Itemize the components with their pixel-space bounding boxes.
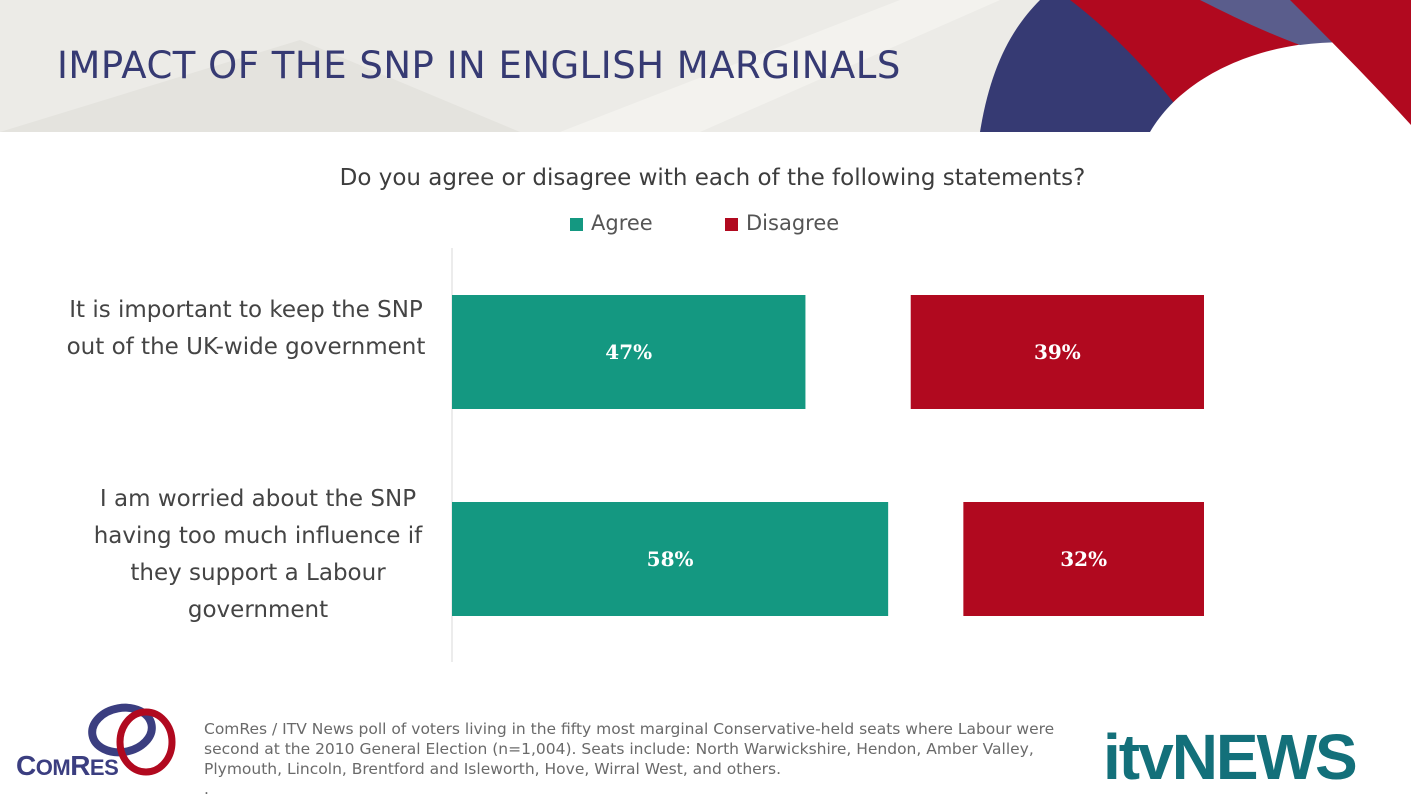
comres-logo-rings [88, 703, 176, 776]
bar-agree-1-label: 47% [605, 340, 652, 364]
footnote-trailing: . [204, 780, 209, 798]
bar-agree-1 [452, 295, 806, 409]
bar-disagree-1-label: 39% [1034, 340, 1081, 364]
itv-news-logo: itvNEWS [1103, 721, 1358, 793]
bar-agree-2 [452, 502, 889, 616]
chart-title: Do you agree or disagree with each of th… [339, 165, 1086, 191]
legend-item-agree: Agree [570, 211, 653, 235]
bar-disagree-2-label: 32% [1060, 547, 1107, 571]
footnote-text: ComRes / ITV News poll of voters living … [204, 720, 1055, 778]
chart-legend: Agree Disagree [0, 211, 1411, 239]
bar-agree-2-label: 58% [647, 547, 694, 571]
footnote: ComRes / ITV News poll of voters living … [204, 719, 1084, 799]
category-label-2: I am worried about the SNP having too mu… [93, 486, 423, 623]
bar-disagree-1 [910, 295, 1204, 409]
legend-swatch-disagree [725, 218, 738, 231]
legend-swatch-agree [570, 218, 583, 231]
comres-logo-text: COMRES [16, 750, 119, 781]
legend-label-disagree: Disagree [746, 211, 840, 235]
legend-label-agree: Agree [591, 211, 653, 235]
header-decoration [0, 0, 1411, 132]
page-title: IMPACT OF THE SNP IN ENGLISH MARGINALS [57, 44, 901, 87]
bar-disagree-2 [963, 502, 1204, 616]
header-banner: IMPACT OF THE SNP IN ENGLISH MARGINALS [0, 0, 1411, 132]
legend-item-disagree: Disagree [725, 211, 839, 235]
category-label-1: It is important to keep the SNP out of t… [66, 297, 426, 360]
